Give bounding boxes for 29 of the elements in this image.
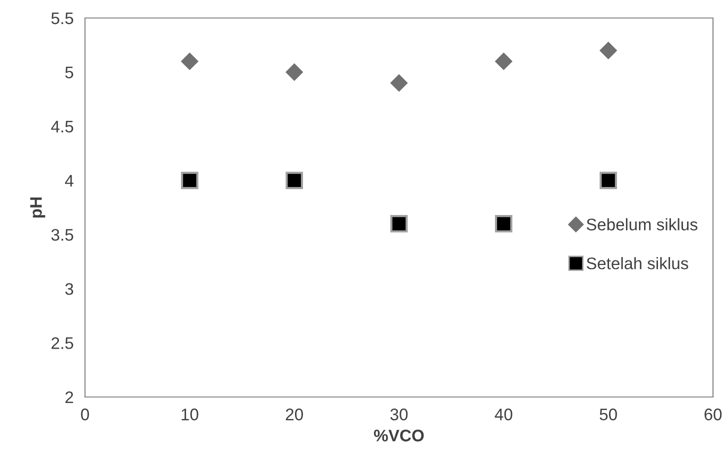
x-tick-label: 10 <box>182 408 198 420</box>
legend-label: Setelah siklus <box>586 257 688 270</box>
point <box>286 172 304 190</box>
y-tick-label: 2.5 <box>52 337 74 350</box>
y-tick-label: 5 <box>65 66 74 78</box>
point <box>180 172 198 190</box>
point <box>495 52 512 70</box>
x-tick-label: 50 <box>600 408 617 420</box>
point <box>390 215 408 232</box>
point <box>600 42 617 60</box>
y-tick-label: 4 <box>65 175 74 186</box>
x-tick-label: 60 <box>704 408 722 420</box>
legend-label: Sebelum siklus <box>586 218 698 230</box>
y-axis-title: pH <box>30 198 46 218</box>
point <box>390 74 408 92</box>
x-tick-label: 0 <box>81 408 89 420</box>
x-tick-label: 40 <box>494 408 512 420</box>
point <box>600 172 618 190</box>
point <box>494 215 512 232</box>
point <box>181 52 198 70</box>
x-axis-title: %VCO <box>374 430 424 442</box>
x-tick-label: 20 <box>286 408 303 420</box>
y-tick-label: 3.5 <box>51 228 74 241</box>
x-tick-label: 30 <box>390 408 408 420</box>
point <box>286 64 303 81</box>
y-tick-label: 2 <box>65 391 74 404</box>
y-tick-label: 4.5 <box>51 120 74 132</box>
y-tick-label: 3 <box>65 283 74 295</box>
y-tick-label: 5.5 <box>51 12 74 24</box>
